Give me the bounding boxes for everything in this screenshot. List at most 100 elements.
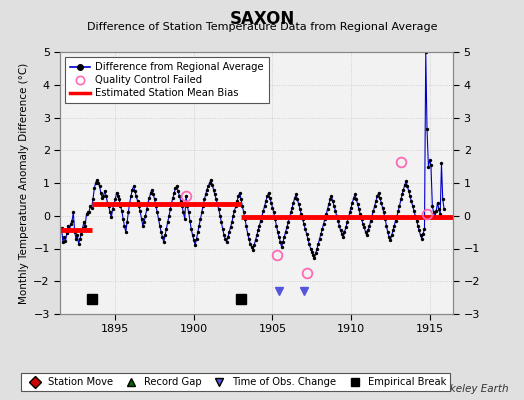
Point: [389, 227, 397, 234]
Point: [267, 200, 276, 206]
Point: [107, 214, 116, 220]
Point: [340, 229, 348, 235]
Point: [347, 204, 355, 211]
Point: [367, 218, 375, 224]
Point: [196, 216, 205, 222]
Point: [204, 183, 213, 190]
Point: [308, 248, 316, 255]
Point: [394, 208, 402, 214]
Point: [422, 49, 430, 55]
Point: [127, 193, 135, 199]
Point: [132, 193, 140, 199]
Point: [402, 178, 410, 184]
Point: [246, 240, 254, 247]
Point: [131, 188, 139, 194]
Point: [363, 232, 371, 238]
Point: [222, 239, 231, 245]
Point: [171, 185, 180, 191]
Point: [322, 211, 331, 217]
Point: [385, 234, 394, 240]
Point: [199, 203, 207, 209]
Point: [174, 188, 182, 194]
Point: [69, 209, 78, 216]
Point: [397, 196, 405, 202]
Point: [350, 194, 358, 201]
Point: [431, 214, 439, 220]
Point: [255, 222, 264, 229]
Point: [258, 212, 266, 219]
Point: [423, 126, 431, 132]
Point: [348, 200, 356, 206]
Point: [299, 216, 307, 222]
Point: [163, 219, 172, 226]
Point: [155, 216, 163, 222]
Point: [179, 209, 188, 216]
Point: [365, 222, 374, 229]
Point: [399, 186, 408, 193]
Point: [313, 245, 321, 252]
Point: [118, 208, 126, 214]
Point: [253, 232, 261, 238]
Point: [230, 208, 238, 214]
Point: [284, 219, 292, 226]
Point: [192, 236, 201, 242]
Point: [224, 234, 232, 240]
Point: [182, 193, 190, 199]
Point: [145, 194, 154, 201]
Point: [339, 234, 347, 240]
Point: [381, 216, 389, 222]
Point: [71, 229, 79, 235]
Point: [73, 232, 81, 238]
Point: [150, 196, 159, 202]
Point: [81, 222, 89, 229]
Point: [244, 230, 252, 237]
Point: [384, 229, 392, 235]
Point: [236, 190, 244, 196]
Point: [343, 219, 352, 226]
Point: [208, 182, 216, 188]
Point: [417, 232, 425, 238]
Point: [274, 229, 282, 235]
Point: [386, 237, 395, 244]
Point: [261, 198, 270, 204]
Point: [292, 191, 300, 198]
Point: [309, 252, 317, 258]
Point: [401, 182, 409, 188]
Point: [302, 230, 311, 237]
Point: [297, 211, 305, 217]
Point: [336, 227, 345, 234]
Point: [252, 237, 260, 244]
Point: [144, 200, 152, 206]
Point: [376, 194, 384, 201]
Y-axis label: Monthly Temperature Anomaly Difference (°C): Monthly Temperature Anomaly Difference (…: [19, 62, 29, 304]
Point: [304, 236, 312, 242]
Point: [60, 234, 69, 240]
Point: [249, 247, 257, 253]
Point: [161, 232, 169, 238]
Point: [330, 203, 339, 209]
Point: [57, 225, 66, 231]
Point: [352, 196, 361, 202]
Point: [334, 218, 342, 224]
Point: [110, 201, 118, 208]
Point: [438, 160, 446, 166]
Point: [126, 200, 134, 206]
Point: [95, 183, 104, 190]
Point: [212, 196, 221, 202]
Point: [67, 221, 75, 227]
Point: [432, 208, 441, 214]
Point: [151, 203, 160, 209]
Point: [269, 209, 278, 216]
Point: [89, 196, 97, 202]
Point: [315, 236, 324, 242]
Point: [370, 203, 379, 209]
Point: [405, 188, 413, 194]
Point: [254, 227, 262, 234]
Point: [65, 227, 73, 234]
Point: [293, 196, 301, 202]
Point: [115, 196, 124, 202]
Point: [239, 209, 248, 216]
Point: [277, 244, 286, 250]
Point: [59, 239, 67, 245]
Point: [194, 229, 202, 235]
